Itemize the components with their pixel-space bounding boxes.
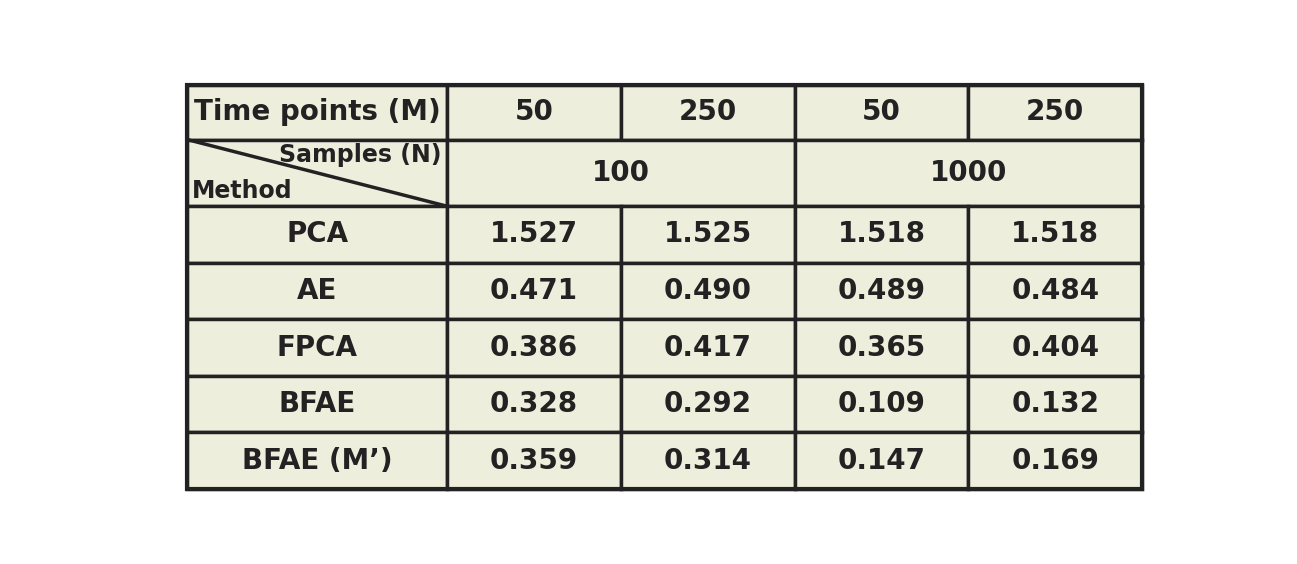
- Bar: [969, 433, 1143, 489]
- Text: 1.527: 1.527: [490, 221, 578, 249]
- Text: 0.328: 0.328: [490, 390, 578, 418]
- Bar: [969, 206, 1143, 263]
- Bar: [795, 263, 969, 319]
- Bar: [187, 376, 447, 433]
- Text: 1.518: 1.518: [838, 221, 926, 249]
- Text: 0.292: 0.292: [664, 390, 752, 418]
- Text: 0.417: 0.417: [664, 333, 752, 362]
- Text: 50: 50: [515, 98, 554, 126]
- Bar: [187, 85, 447, 139]
- Text: 1.518: 1.518: [1012, 221, 1100, 249]
- Text: 250: 250: [678, 98, 737, 126]
- Bar: [447, 206, 621, 263]
- Bar: [969, 376, 1143, 433]
- Text: BFAE (M’): BFAE (M’): [241, 447, 393, 475]
- Bar: [447, 433, 621, 489]
- Bar: [447, 376, 621, 433]
- Bar: [795, 376, 969, 433]
- Bar: [187, 319, 447, 376]
- Text: 0.169: 0.169: [1012, 447, 1100, 475]
- Bar: [187, 206, 447, 263]
- Bar: [795, 206, 969, 263]
- Text: 0.109: 0.109: [838, 390, 926, 418]
- Bar: [621, 319, 795, 376]
- Text: 0.359: 0.359: [490, 447, 578, 475]
- Text: Method: Method: [192, 179, 293, 202]
- Text: 100: 100: [591, 159, 650, 187]
- Bar: [795, 319, 969, 376]
- Text: PCA: PCA: [287, 221, 348, 249]
- Text: Samples (N): Samples (N): [279, 143, 442, 167]
- Text: 0.132: 0.132: [1012, 390, 1100, 418]
- Text: 0.386: 0.386: [490, 333, 578, 362]
- Text: FPCA: FPCA: [276, 333, 358, 362]
- Bar: [621, 206, 795, 263]
- Text: 50: 50: [863, 98, 901, 126]
- Bar: [621, 433, 795, 489]
- Text: 0.490: 0.490: [664, 277, 752, 305]
- Bar: [187, 139, 447, 206]
- Text: 0.489: 0.489: [838, 277, 926, 305]
- Text: 0.404: 0.404: [1012, 333, 1100, 362]
- Text: 1000: 1000: [930, 159, 1006, 187]
- Bar: [187, 263, 447, 319]
- Bar: [969, 319, 1143, 376]
- Text: 0.147: 0.147: [838, 447, 926, 475]
- Text: 250: 250: [1026, 98, 1084, 126]
- Bar: [621, 85, 795, 139]
- Text: 0.484: 0.484: [1012, 277, 1100, 305]
- Bar: [447, 85, 621, 139]
- Bar: [621, 263, 795, 319]
- Bar: [621, 376, 795, 433]
- Text: 0.314: 0.314: [664, 447, 752, 475]
- Bar: [795, 139, 1143, 206]
- Text: 1.525: 1.525: [664, 221, 752, 249]
- Bar: [969, 263, 1143, 319]
- Bar: [447, 263, 621, 319]
- Text: 0.365: 0.365: [838, 333, 926, 362]
- Text: BFAE: BFAE: [279, 390, 355, 418]
- Bar: [447, 319, 621, 376]
- Bar: [187, 433, 447, 489]
- Bar: [447, 139, 795, 206]
- Text: 0.471: 0.471: [490, 277, 578, 305]
- Bar: [969, 85, 1143, 139]
- Text: Time points (M): Time points (M): [193, 98, 441, 126]
- Text: AE: AE: [297, 277, 337, 305]
- Bar: [795, 85, 969, 139]
- Bar: [795, 433, 969, 489]
